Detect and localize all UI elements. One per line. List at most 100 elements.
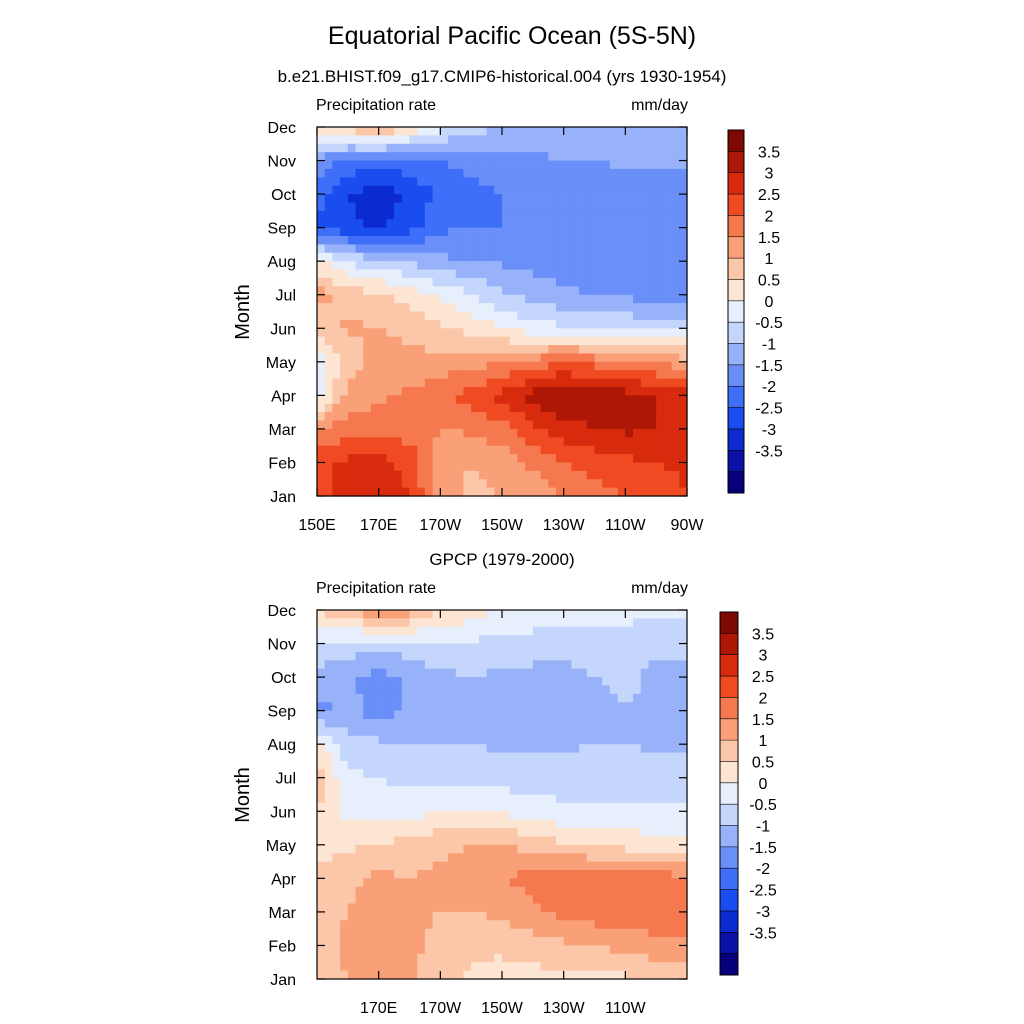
bottom-heatmap-cell — [463, 786, 472, 796]
bottom-heatmap-cell — [579, 844, 588, 854]
top-heatmap-cell — [317, 345, 326, 355]
top-heatmap-cell — [424, 303, 434, 313]
bottom-heatmap-cell — [640, 928, 650, 938]
bottom-heatmap-cell — [555, 727, 565, 737]
bottom-heatmap-cell — [609, 727, 619, 737]
bottom-heatmap-cell — [440, 727, 449, 737]
top-heatmap-cell — [417, 395, 426, 405]
bottom-heatmap-cell — [355, 970, 364, 980]
top-heatmap-cell — [340, 370, 349, 380]
bottom-heatmap-cell — [478, 853, 488, 863]
bottom-heatmap-cell — [509, 836, 519, 846]
bottom-colorbar-swatch — [720, 825, 738, 848]
bottom-heatmap-cell — [609, 668, 619, 678]
bottom-heatmap-cell — [432, 635, 441, 645]
bottom-heatmap-cell — [494, 777, 503, 787]
bottom-heatmap-cell — [525, 651, 534, 661]
bottom-heatmap-cell — [417, 744, 426, 754]
bottom-heatmap-cell — [555, 962, 565, 972]
top-heatmap-cell — [340, 135, 349, 145]
top-heatmap-cell — [424, 428, 434, 438]
bottom-heatmap-cell — [424, 635, 434, 645]
top-heatmap-cell — [324, 277, 334, 287]
top-heatmap-cell — [432, 361, 441, 371]
bottom-x-tick-label: 130W — [543, 1000, 586, 1017]
top-heatmap-cell — [378, 311, 387, 321]
bottom-heatmap-cell — [579, 727, 588, 737]
top-heatmap-cell — [671, 386, 680, 396]
top-heatmap-cell — [648, 336, 657, 346]
bottom-heatmap-cell — [656, 618, 665, 628]
top-heatmap-cell — [317, 303, 326, 313]
top-heatmap-cell — [656, 462, 665, 472]
bottom-heatmap-cell — [409, 895, 418, 905]
top-heatmap-cell — [579, 269, 588, 279]
bottom-heatmap-cell — [355, 861, 364, 871]
top-heatmap-cell — [663, 412, 673, 422]
bottom-heatmap-cell — [478, 651, 488, 661]
top-heatmap-cell — [633, 252, 642, 262]
top-heatmap-cell — [486, 395, 495, 405]
top-heatmap-cell — [409, 219, 418, 229]
bottom-heatmap-cell — [432, 760, 441, 770]
top-heatmap-cell — [486, 177, 495, 187]
top-heatmap-cell — [555, 269, 565, 279]
bottom-heatmap-cell — [455, 886, 465, 896]
bottom-heatmap-cell — [440, 811, 449, 821]
top-heatmap-cell — [386, 353, 395, 363]
bottom-heatmap-cell — [617, 685, 626, 695]
top-heatmap-cell — [648, 219, 657, 229]
bottom-heatmap-cell — [571, 970, 580, 980]
bottom-heatmap-cell — [340, 651, 349, 661]
bottom-heatmap-cell — [609, 618, 619, 628]
bottom-heatmap-cell — [417, 953, 426, 963]
top-heatmap-cell — [370, 311, 380, 321]
top-heatmap-cell — [463, 345, 472, 355]
top-heatmap-cell — [432, 386, 441, 396]
top-heatmap-cell — [394, 277, 403, 287]
top-heatmap-cell — [494, 160, 503, 170]
top-heatmap-cell — [625, 370, 634, 380]
top-heatmap-cell — [324, 160, 334, 170]
bottom-heatmap-cell — [640, 735, 650, 745]
bottom-heatmap-cell — [471, 685, 480, 695]
bottom-heatmap-cell — [355, 811, 364, 821]
bottom-heatmap-cell — [594, 953, 603, 963]
bottom-heatmap-cell — [517, 610, 526, 619]
top-heatmap-cell — [617, 353, 626, 363]
bottom-heatmap-cell — [370, 903, 380, 913]
bottom-heatmap-cell — [625, 769, 634, 779]
bottom-heatmap-cell — [563, 794, 572, 804]
bottom-heatmap-cell — [355, 937, 364, 947]
top-heatmap-cell — [440, 252, 449, 262]
top-heatmap-cell — [409, 412, 418, 422]
top-heatmap-cell — [563, 470, 572, 480]
top-colorbar-frame — [727, 129, 745, 494]
top-heatmap-cell — [525, 168, 534, 178]
top-heatmap-cell — [478, 345, 488, 355]
top-heatmap-cell — [409, 127, 418, 136]
bottom-heatmap-cell — [563, 727, 572, 737]
bottom-heatmap-cell — [317, 777, 326, 787]
top-heatmap-cell — [548, 219, 557, 229]
top-heatmap-cell — [424, 277, 434, 287]
bottom-heatmap-cell — [424, 769, 434, 779]
top-heatmap-cell — [324, 437, 334, 447]
bottom-heatmap-cell — [540, 744, 549, 754]
top-heatmap-cell — [448, 395, 457, 405]
bottom-heatmap-cell — [471, 945, 480, 955]
bottom-heatmap-cell — [448, 828, 457, 838]
bottom-heatmap-cell — [671, 777, 680, 787]
bottom-heatmap-cell — [471, 727, 480, 737]
bottom-heatmap-cell — [548, 962, 557, 972]
top-heatmap-cell — [609, 185, 619, 195]
bottom-heatmap-cell — [463, 735, 472, 745]
top-heatmap-cell — [563, 252, 572, 262]
top-heatmap-cell — [517, 219, 526, 229]
bottom-heatmap-cell — [548, 643, 557, 653]
bottom-heatmap-cell — [594, 769, 603, 779]
top-heatmap-cell — [594, 261, 603, 271]
top-heatmap-cell — [555, 194, 565, 204]
top-heatmap-cell — [394, 219, 403, 229]
top-heatmap-cell — [340, 336, 349, 346]
